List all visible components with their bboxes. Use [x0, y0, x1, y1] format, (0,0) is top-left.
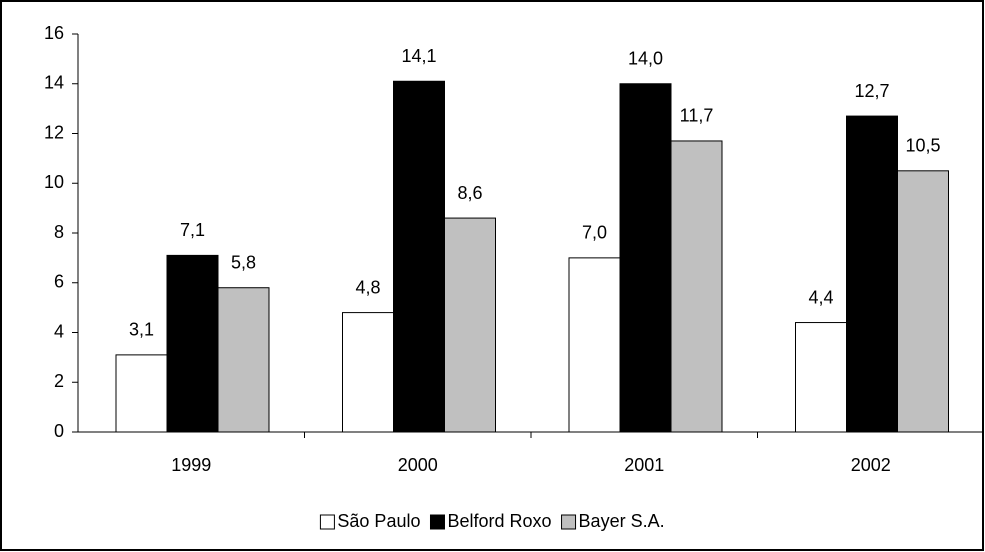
bar — [568, 257, 621, 433]
bar — [393, 80, 445, 433]
bar — [795, 322, 847, 433]
y-tick-label: 4 — [54, 321, 64, 341]
data-label: 12,7 — [854, 81, 889, 101]
x-tick-label: 2000 — [398, 455, 438, 475]
legend-swatch — [319, 514, 335, 530]
data-label: 8,6 — [457, 183, 482, 203]
y-tick-label: 10 — [44, 172, 64, 192]
x-tick-label: 2002 — [851, 455, 891, 475]
y-tick-label: 2 — [54, 371, 64, 391]
bar — [619, 83, 672, 433]
bar — [670, 140, 723, 433]
data-label: 3,1 — [129, 320, 154, 340]
y-tick-label: 16 — [44, 23, 64, 43]
y-tick-label: 6 — [54, 272, 64, 292]
y-tick-label: 0 — [54, 421, 64, 441]
bar — [166, 254, 219, 433]
legend-label: São Paulo — [337, 511, 420, 531]
data-label: 7,1 — [180, 220, 205, 240]
data-label: 14,1 — [401, 46, 436, 66]
y-tick-label: 14 — [44, 73, 64, 93]
bar — [444, 217, 496, 433]
data-label: 4,8 — [355, 277, 380, 297]
legend-label: Belford Roxo — [447, 511, 551, 531]
x-tick-label: 1999 — [171, 455, 211, 475]
data-label: 14,0 — [628, 49, 663, 69]
legend-swatch — [561, 514, 577, 530]
y-tick-label: 12 — [44, 122, 64, 142]
data-label: 10,5 — [905, 136, 940, 156]
data-label: 11,7 — [680, 106, 714, 126]
bar — [217, 287, 270, 433]
bar — [115, 354, 168, 433]
y-tick-label: 8 — [54, 222, 64, 242]
bar — [846, 115, 898, 433]
data-label: 5,8 — [231, 252, 256, 272]
bar — [342, 312, 394, 433]
legend-label: Bayer S.A. — [579, 511, 665, 531]
x-tick-label: 2001 — [624, 455, 664, 475]
bar — [897, 170, 949, 433]
legend-swatch — [429, 514, 445, 530]
data-label: 7,0 — [582, 223, 607, 243]
data-label: 4,4 — [808, 287, 833, 307]
